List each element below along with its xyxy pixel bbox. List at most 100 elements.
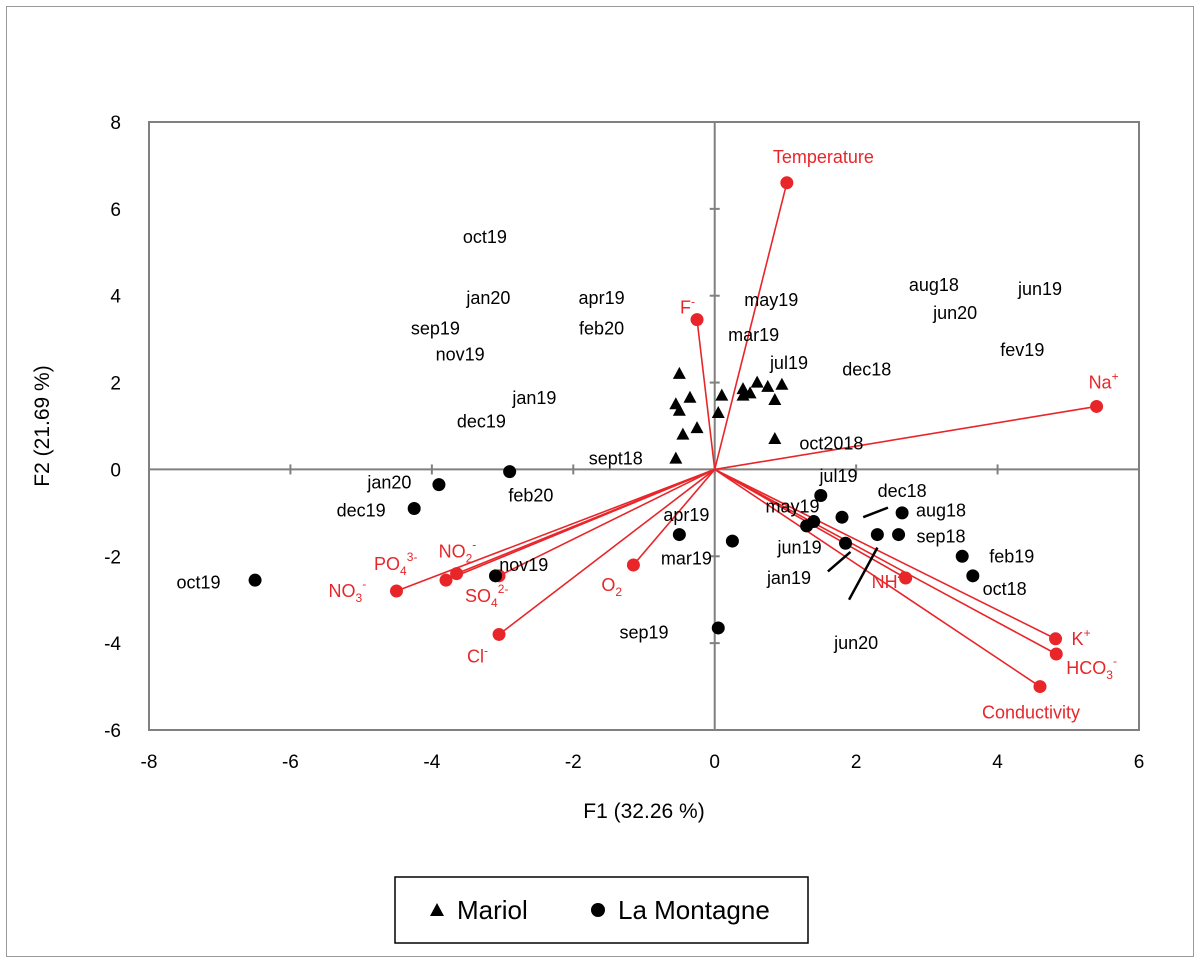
variable-label: PO43-	[374, 550, 417, 578]
mariol-triangle-point	[669, 451, 683, 464]
la-montagne-circle-point	[672, 528, 686, 542]
mariol-triangle-point	[715, 388, 729, 401]
observation-label: nov19	[436, 344, 485, 364]
la-montagne-circle-point	[503, 465, 517, 479]
variable-label: Conductivity	[982, 703, 1080, 723]
variable-vector	[445, 468, 716, 581]
variable-vector	[714, 468, 1056, 640]
observation-label: sep19	[619, 622, 668, 642]
y-tick-label: -6	[104, 721, 121, 742]
observation-label: nov19	[499, 555, 548, 575]
observation-label: sep19	[411, 318, 460, 338]
mariol-triangle-point	[775, 377, 789, 390]
observation-label: sept18	[589, 449, 643, 469]
variable-vector	[714, 468, 1057, 655]
variable-label: Na+	[1089, 369, 1119, 392]
variable-point	[1049, 632, 1063, 646]
observation-label: jan19	[511, 388, 556, 408]
observation-label: dec18	[878, 481, 927, 501]
x-tick-label: -4	[423, 752, 440, 773]
observation-label: jun19	[1017, 279, 1062, 299]
observation-label: feb20	[579, 318, 624, 338]
variable-vector	[498, 468, 716, 577]
legend-label: Mariol	[457, 895, 528, 925]
variable-point	[780, 176, 794, 190]
mariol-triangle-point	[736, 388, 750, 401]
observation-label: mar19	[728, 325, 779, 345]
observation-label: feb19	[989, 546, 1034, 566]
observation-label: sep18	[916, 527, 965, 547]
la-montagne-circle-point	[814, 488, 828, 502]
observation-label: apr19	[663, 505, 709, 525]
y-tick-label: 4	[110, 287, 121, 308]
variable-vector	[714, 405, 1097, 471]
leader-line	[847, 547, 879, 601]
observation-label: may19	[765, 496, 819, 516]
la-montagne-circle-point	[839, 536, 853, 550]
mariol-triangle-point	[768, 392, 782, 405]
variable-vector	[396, 468, 715, 592]
la-montagne-circle-point	[870, 528, 884, 542]
variable-label: NO2-	[439, 538, 477, 566]
variable-vector	[632, 468, 716, 566]
observation-label: mar19	[661, 548, 712, 568]
variable-label: Temperature	[773, 147, 874, 167]
mariol-triangle-point	[690, 421, 704, 434]
variable-point	[390, 584, 403, 598]
y-tick-label: -2	[104, 547, 121, 568]
la-montagne-circle-point	[807, 515, 821, 529]
variable-point	[1033, 680, 1047, 694]
observation-label: oct18	[983, 579, 1027, 599]
mariol-triangle-point	[736, 382, 750, 395]
mariol-triangle-point	[761, 379, 775, 392]
legend: Mariol La Montagne	[394, 876, 809, 944]
x-tick-label: 4	[992, 752, 1003, 773]
variable-label: HCO3-	[1066, 654, 1117, 682]
variable-point	[492, 627, 506, 641]
la-montagne-circle-point	[955, 549, 969, 563]
observation-label: aug18	[916, 501, 966, 521]
plot-area-border	[148, 121, 1140, 731]
variable-label: F-	[680, 295, 695, 318]
mariol-triangle-point	[743, 386, 757, 399]
la-montagne-circle-point	[248, 573, 262, 587]
chart-frame	[6, 6, 1194, 957]
variable-point	[690, 313, 704, 327]
mariol-triangle-point	[711, 405, 725, 418]
la-montagne-circle-point	[835, 510, 849, 524]
y-tick-label: -4	[104, 634, 121, 655]
observation-label: fev19	[1000, 340, 1044, 360]
variable-label: K+	[1072, 626, 1091, 649]
observation-label: jun20	[833, 633, 878, 653]
variable-point	[439, 573, 453, 587]
y-tick-label: 0	[110, 460, 121, 481]
y-tick-label: 2	[110, 374, 121, 395]
la-montagne-circle-point	[407, 502, 421, 516]
legend-triangle-icon	[430, 903, 444, 916]
variable-point	[1090, 399, 1104, 413]
x-tick-label: 6	[1134, 752, 1145, 773]
mariol-triangle-point	[676, 427, 690, 440]
observation-label: apr19	[579, 288, 625, 308]
y-tick-label: 6	[110, 200, 121, 221]
variable-point	[899, 571, 913, 585]
observation-label: dec19	[337, 501, 386, 521]
observation-label: aug18	[909, 275, 959, 295]
variable-label: NH4-	[872, 569, 909, 592]
observation-label: may19	[744, 290, 798, 310]
legend-circle-icon	[591, 903, 605, 917]
x-tick-label: 2	[851, 752, 862, 773]
la-montagne-circle-point	[966, 569, 980, 583]
legend-label: La Montagne	[618, 895, 770, 925]
observation-label: jul19	[769, 353, 808, 373]
la-montagne-circle-point	[725, 534, 739, 548]
observation-label: jan19	[766, 568, 811, 588]
observation-label: dec19	[457, 412, 506, 432]
observation-label: jan20	[366, 472, 411, 492]
mariol-triangle-point	[750, 375, 764, 388]
variable-vector	[714, 468, 1041, 688]
mariol-triangle-point	[672, 366, 686, 379]
x-tick-label: -8	[141, 752, 158, 773]
mariol-triangle-point	[683, 390, 697, 403]
observation-label: dec18	[842, 360, 891, 380]
